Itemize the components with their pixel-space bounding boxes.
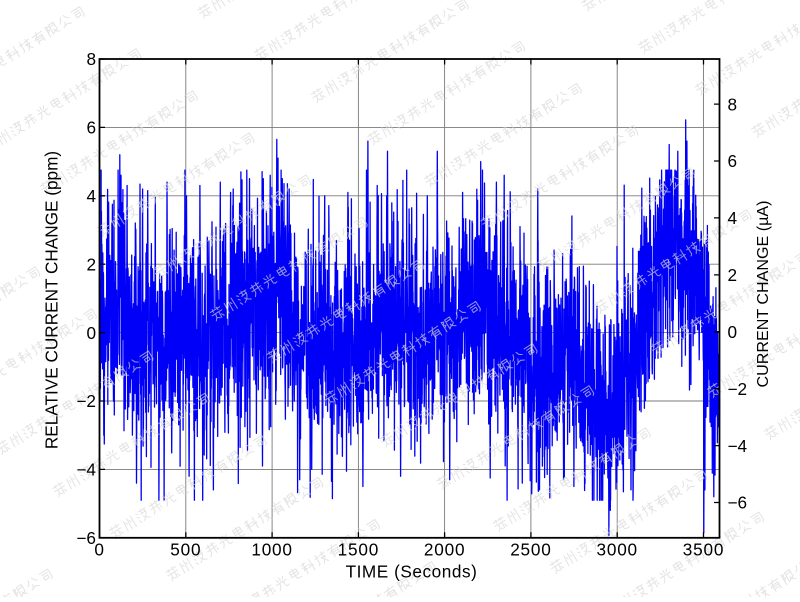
svg-text:TIME (Seconds): TIME (Seconds) — [346, 562, 478, 582]
svg-text:8: 8 — [86, 49, 96, 69]
svg-text:1500: 1500 — [338, 540, 379, 560]
svg-text:0: 0 — [728, 322, 738, 342]
svg-text:−2: −2 — [76, 391, 96, 411]
svg-text:CURRENT CHANGE (µA): CURRENT CHANGE (µA) — [754, 201, 772, 388]
svg-text:4: 4 — [86, 186, 96, 206]
svg-text:2: 2 — [86, 254, 96, 274]
svg-text:RELATIVE CURRENT CHANGE (ppm): RELATIVE CURRENT CHANGE (ppm) — [42, 151, 62, 449]
svg-text:−4: −4 — [76, 460, 96, 480]
svg-text:−6: −6 — [76, 528, 96, 548]
svg-text:2000: 2000 — [424, 540, 465, 560]
svg-text:0: 0 — [94, 540, 104, 560]
svg-text:6: 6 — [86, 118, 96, 138]
svg-text:500: 500 — [170, 540, 201, 560]
svg-text:3000: 3000 — [596, 540, 637, 560]
svg-text:−4: −4 — [728, 436, 748, 456]
svg-text:4: 4 — [728, 208, 738, 228]
svg-text:2500: 2500 — [510, 540, 551, 560]
svg-text:6: 6 — [728, 151, 738, 171]
svg-text:3500: 3500 — [683, 540, 724, 560]
svg-text:1000: 1000 — [251, 540, 292, 560]
svg-text:−6: −6 — [728, 493, 748, 513]
svg-text:2: 2 — [728, 265, 738, 285]
svg-text:0: 0 — [86, 323, 96, 343]
svg-text:−2: −2 — [728, 379, 748, 399]
svg-text:8: 8 — [728, 94, 738, 114]
